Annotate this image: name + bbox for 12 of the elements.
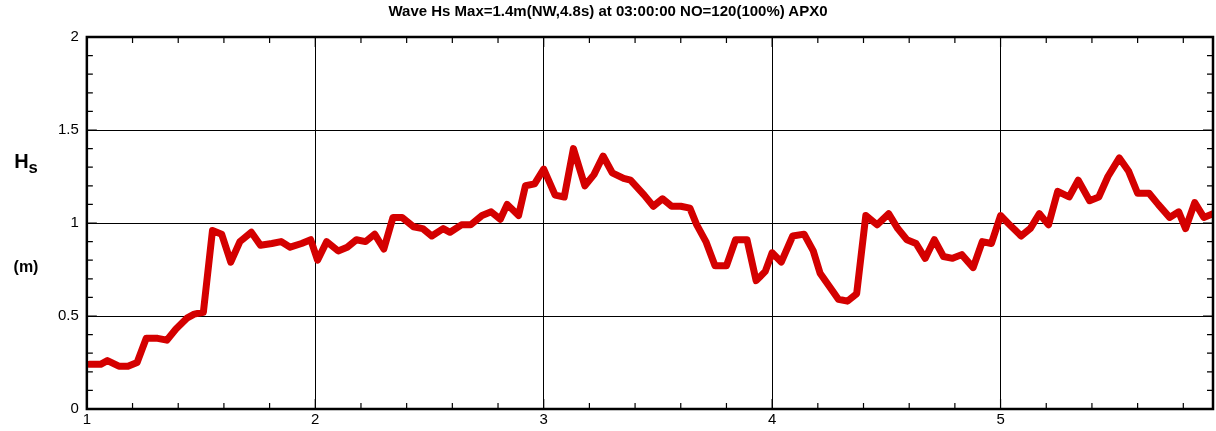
- text: H$_{s}$ (m): [13, 150, 39, 275]
- x-tick-label: 5: [996, 410, 1005, 428]
- x-tick-label: 3: [539, 410, 548, 428]
- y-tick-label: 0: [70, 399, 79, 417]
- x-tick-label: 1: [82, 410, 92, 428]
- y-tick-label: 2: [70, 27, 79, 45]
- chart-title: Wave Hs Max=1.4m(NW,4.8s) at 03:00:00 NO=120(100%) APX0: [387, 2, 829, 19]
- y-tick-label: 0.5: [57, 306, 79, 324]
- x-tick-label: 2: [311, 410, 320, 428]
- x-tick-label: 4: [767, 410, 777, 428]
- y-tick-label: 1.5: [57, 120, 79, 138]
- y-tick-label: 1: [70, 213, 79, 231]
